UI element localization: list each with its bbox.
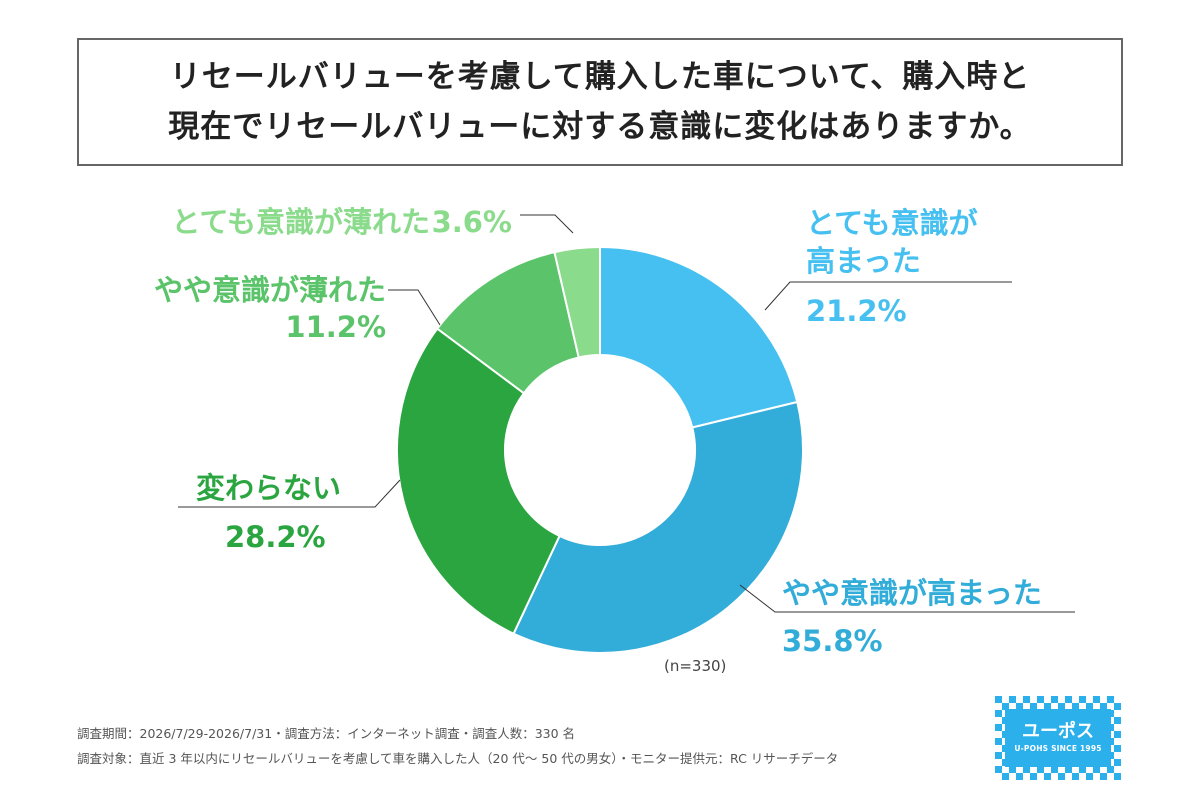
leader-line-unchanged [178, 479, 401, 508]
slice-very-decreased [553, 245, 601, 359]
leader-line-slightly-decreased [388, 289, 441, 326]
sample-size-note: (n=330) [664, 657, 727, 675]
survey-target-note: 調査対象：直近 3 年以内にリセールバリューを考慮して車を購入した人（20 代～… [77, 751, 839, 766]
title-line-1: リセールバリューを考慮して購入した車について、購入時と [169, 59, 1031, 95]
logo-badge: ユーポス U-POHS SINCE 1995 [1005, 709, 1111, 767]
logo-sub-text: U-POHS SINCE 1995 [1014, 744, 1102, 753]
title-line-2: 現在でリセールバリューに対する意識に変化はありますか。 [168, 109, 1032, 145]
logo-main-text: ユーポス [1022, 721, 1094, 742]
title-box: リセールバリューを考慮して購入した車について、購入時と 現在でリセールバリューに… [77, 38, 1123, 166]
leader-line-very-increased [764, 281, 1012, 311]
value-label-slightly-increased: 35.8% [782, 624, 883, 658]
value-label-very-increased: 21.2% [806, 294, 907, 328]
survey-period-note: 調査期間：2026/7/29-2026/7/31・調査方法：インターネット調査・… [77, 726, 576, 741]
category-label-unchanged: 変わらない [196, 471, 341, 505]
category-label-slightly-increased: やや意識が高まった [782, 576, 1042, 610]
slice-unchanged [396, 327, 561, 636]
slice-very-increased [599, 245, 799, 429]
value-label-slightly-decreased: 11.2% [285, 310, 386, 344]
category-label-very-decreased: とても意識が薄れた [171, 205, 430, 239]
category-label-very-increased-2: 高まった [806, 244, 921, 278]
value-label-very-decreased: 3.6% [432, 205, 512, 239]
leader-line-very-decreased [520, 214, 574, 234]
value-label-unchanged: 28.2% [225, 520, 326, 554]
upohs-logo: ユーポス U-POHS SINCE 1995 [995, 696, 1121, 780]
category-label-very-increased-1: とても意識が [806, 206, 978, 240]
leader-line-slightly-increased [739, 584, 1075, 613]
slice-slightly-increased [512, 400, 804, 654]
category-label-slightly-decreased: やや意識が薄れた [154, 273, 386, 307]
